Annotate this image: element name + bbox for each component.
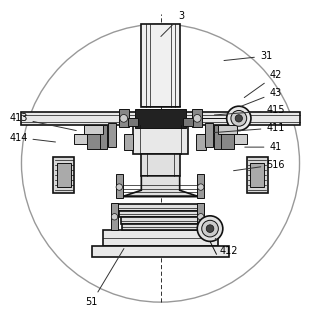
- Bar: [247, 157, 268, 193]
- Bar: [197, 174, 204, 198]
- Bar: [183, 118, 193, 126]
- Text: 43: 43: [241, 88, 282, 106]
- Bar: [119, 109, 128, 127]
- Circle shape: [197, 214, 204, 220]
- Circle shape: [227, 106, 251, 130]
- Text: 414: 414: [9, 132, 56, 142]
- Circle shape: [116, 184, 123, 190]
- Text: 42: 42: [244, 70, 282, 98]
- Circle shape: [197, 216, 223, 241]
- Circle shape: [197, 184, 204, 190]
- Circle shape: [194, 115, 201, 122]
- Bar: [141, 24, 180, 107]
- Text: 51: 51: [86, 249, 124, 307]
- Bar: [218, 125, 237, 134]
- Text: 516: 516: [234, 160, 285, 171]
- Bar: [103, 230, 218, 246]
- Text: 31: 31: [224, 51, 272, 61]
- Bar: [53, 157, 74, 193]
- Bar: [121, 217, 200, 224]
- Text: 3: 3: [161, 11, 184, 36]
- Bar: [122, 224, 199, 230]
- Bar: [119, 211, 202, 217]
- Bar: [128, 118, 138, 126]
- Bar: [214, 125, 222, 149]
- Text: 41: 41: [245, 142, 282, 152]
- Text: 411: 411: [214, 123, 285, 133]
- Circle shape: [206, 225, 214, 233]
- Bar: [221, 130, 234, 149]
- Bar: [250, 163, 265, 187]
- Bar: [99, 125, 107, 149]
- Circle shape: [231, 110, 247, 126]
- Bar: [87, 130, 100, 149]
- Bar: [84, 125, 103, 134]
- Bar: [197, 203, 204, 230]
- Bar: [56, 163, 71, 187]
- Bar: [74, 134, 105, 144]
- Text: 415: 415: [214, 105, 285, 115]
- Text: 412: 412: [215, 238, 239, 256]
- Bar: [196, 134, 206, 150]
- Bar: [141, 153, 180, 176]
- Bar: [111, 203, 118, 230]
- Bar: [92, 246, 229, 257]
- Bar: [117, 204, 204, 211]
- Text: 413: 413: [9, 113, 76, 130]
- Circle shape: [120, 115, 127, 122]
- Bar: [193, 109, 202, 127]
- Bar: [133, 125, 188, 153]
- Bar: [135, 109, 186, 128]
- Bar: [205, 123, 213, 147]
- Bar: [22, 112, 299, 125]
- Circle shape: [235, 115, 242, 122]
- Polygon shape: [122, 176, 199, 197]
- Bar: [216, 134, 247, 144]
- Bar: [108, 123, 116, 147]
- Circle shape: [202, 220, 218, 237]
- Bar: [124, 134, 133, 150]
- Circle shape: [111, 214, 118, 220]
- Bar: [116, 174, 123, 198]
